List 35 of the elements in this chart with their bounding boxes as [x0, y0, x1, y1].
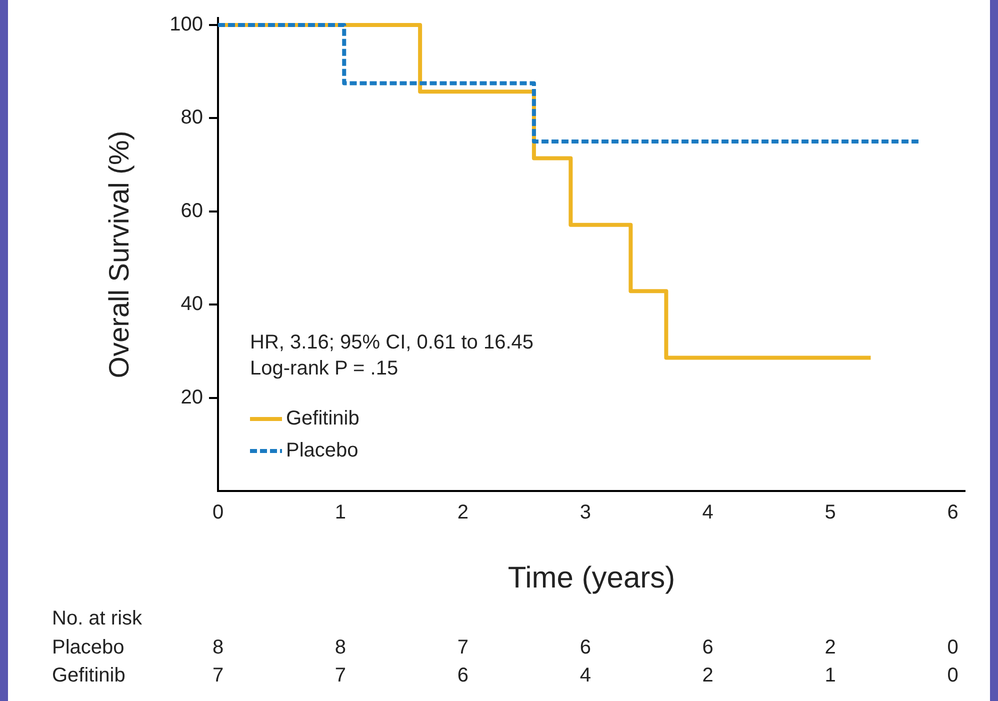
y-tick-label: 80	[180, 106, 203, 129]
text: 4	[580, 664, 591, 687]
text: 6	[580, 636, 591, 659]
text: 6	[457, 664, 468, 687]
text: 0	[947, 664, 958, 687]
text: 1	[824, 664, 836, 687]
text: 2	[824, 636, 836, 659]
text: 8	[334, 636, 346, 659]
annotation: HR, 3.16; 95% CI, 0.61 to 16.45	[250, 332, 534, 354]
y-tick-label: 60	[180, 200, 203, 222]
text: 7	[212, 664, 224, 687]
legend-label: Placebo	[286, 440, 358, 462]
x-tick-label: 6	[947, 502, 958, 524]
y-tick-label: 100	[170, 14, 203, 36]
text: Gefitinib	[52, 664, 126, 687]
text: 8	[212, 636, 224, 659]
text: 0	[947, 636, 958, 659]
x-axis-title: Time (years)	[508, 561, 676, 594]
text: 2	[702, 664, 714, 687]
text: 7	[334, 664, 346, 687]
y-tick-label: 40	[180, 293, 203, 316]
y-tick-label: 20	[180, 386, 203, 408]
x-tick-label: 1	[334, 502, 346, 524]
x-tick-label: 2	[457, 502, 468, 524]
text: No. at risk	[52, 608, 144, 630]
x-tick-label: 3	[580, 502, 591, 524]
legend-label: Gefitinib	[286, 408, 360, 430]
annotation: Log-rank P = .15	[250, 358, 398, 380]
y-axis-title: Overall Survival (%)	[104, 130, 135, 378]
text: 7	[457, 636, 468, 659]
x-tick-label: 5	[824, 502, 836, 524]
text: 6	[702, 636, 714, 659]
x-tick-label: 0	[212, 502, 224, 524]
text: Placebo	[52, 636, 124, 659]
x-tick-label: 4	[702, 502, 714, 524]
